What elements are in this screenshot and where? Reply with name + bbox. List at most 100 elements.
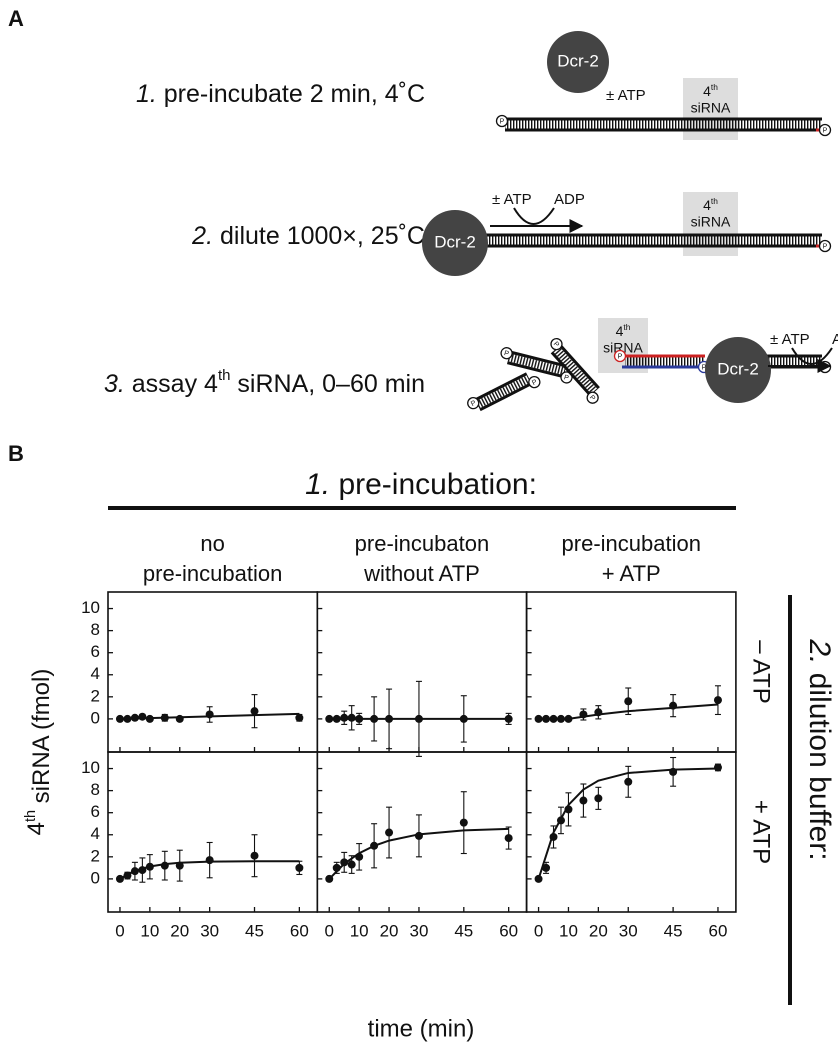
adp-label: ADP — [554, 191, 585, 208]
y-tick-label: 10 — [81, 758, 100, 777]
label: 4th — [616, 322, 631, 339]
sirna-product: PP — [500, 347, 573, 384]
side-text: dilution buffer: — [803, 664, 836, 860]
phosphate — [818, 239, 832, 253]
data-point — [370, 841, 379, 850]
phosphate-label: P — [588, 394, 597, 402]
data-point — [160, 713, 169, 722]
space — [213, 222, 220, 250]
phosphate — [586, 391, 599, 404]
y-tick-label: 8 — [91, 780, 100, 799]
data-point — [250, 707, 259, 716]
data-point — [549, 832, 558, 841]
data-point — [340, 858, 349, 867]
phosphate — [550, 337, 563, 351]
data-point — [205, 710, 214, 719]
base-pairs — [485, 236, 822, 245]
label-part: 4 — [23, 822, 50, 835]
step-number: 2. — [191, 222, 213, 250]
data-point — [549, 714, 558, 723]
dicer-label: Dcr-2 — [434, 232, 476, 251]
label-part: 4 — [703, 83, 711, 99]
data-point — [138, 866, 147, 875]
base-pairs — [475, 375, 531, 409]
step-text: siRNA, 0–60 min — [230, 370, 425, 398]
atp-label: ± ATP — [606, 87, 646, 104]
data-point — [504, 834, 513, 843]
data-point — [713, 763, 722, 772]
data-point — [669, 767, 678, 776]
data-point — [295, 863, 304, 872]
label-part: 4 — [616, 323, 624, 339]
x-tick-label: 0 — [115, 921, 124, 940]
x-tick-label: 10 — [140, 921, 159, 940]
phosphate — [467, 396, 480, 410]
x-tick-label: 10 — [350, 921, 369, 940]
phosphate-label: P — [503, 350, 510, 358]
title-number: 1. — [305, 468, 330, 501]
x-tick-label: 0 — [534, 921, 543, 940]
x-tick-label: 45 — [245, 921, 264, 940]
charts: 1. pre-incubation: no pre-incubation pre-in… — [23, 468, 836, 1042]
label-part: th — [711, 196, 718, 206]
data-point — [534, 874, 543, 883]
x-tick-label: 20 — [380, 921, 399, 940]
x-tick-label: 30 — [200, 921, 219, 940]
data-point — [370, 714, 379, 723]
data-point — [175, 861, 184, 870]
sirna-product: PP — [550, 337, 600, 404]
sirna-product: PP — [467, 372, 541, 412]
x-axis-label: time (min) — [368, 1015, 475, 1042]
step-text: th — [218, 367, 231, 384]
y-tick-label: 8 — [91, 620, 100, 639]
data-point — [175, 714, 184, 723]
phosphate — [818, 123, 832, 137]
data-point — [414, 831, 423, 840]
x-tick-label: 0 — [325, 921, 334, 940]
data-point — [414, 714, 423, 723]
phosphate-label: P — [470, 400, 478, 409]
x-tick-label: 30 — [619, 921, 638, 940]
step-number: 3. — [104, 370, 125, 398]
section-title: 1. pre-incubation: — [305, 468, 537, 501]
target-label: siRNA — [603, 340, 643, 356]
x-tick-label: 10 — [559, 921, 578, 940]
x-tick-label: 60 — [290, 921, 309, 940]
data-point — [385, 828, 394, 837]
reaction-arc — [791, 347, 833, 365]
data-point — [624, 777, 633, 786]
strand — [509, 350, 567, 368]
step-label: 3. assay 4th siRNA, 0–60 min — [104, 367, 425, 398]
data-point — [332, 714, 341, 723]
data-point — [340, 713, 349, 722]
data-point — [669, 701, 678, 710]
step-text: pre-incubate 2 min, 4˚C — [164, 80, 425, 108]
step-label: 2. dilute 1000×, 25˚C — [191, 222, 425, 250]
phosphate — [500, 347, 513, 360]
dicer — [422, 210, 488, 276]
strand — [506, 361, 564, 379]
y-tick-label: 0 — [91, 708, 100, 727]
data-point — [459, 714, 468, 723]
base-pairs — [625, 357, 705, 366]
y-tick-label: 4 — [91, 824, 100, 843]
data-point — [130, 867, 139, 876]
data-point — [504, 714, 513, 723]
column-header: + ATP — [602, 561, 661, 586]
column-header: pre-incubation — [143, 561, 282, 586]
plot-frame — [316, 751, 528, 913]
phosphate-label: P — [552, 341, 561, 349]
y-tick-label: 0 — [91, 868, 100, 887]
plot-frame — [525, 591, 737, 753]
data-point — [347, 860, 356, 869]
label-part: th — [23, 810, 39, 822]
phosphate-label: P — [823, 127, 828, 134]
row-header: + ATP — [748, 800, 775, 864]
x-tick-label: 20 — [589, 921, 608, 940]
strand — [474, 372, 528, 402]
data-point — [459, 818, 468, 827]
panel-label: B — [8, 441, 24, 466]
title-text: pre-incubation: — [330, 468, 537, 501]
data-point — [325, 714, 334, 723]
